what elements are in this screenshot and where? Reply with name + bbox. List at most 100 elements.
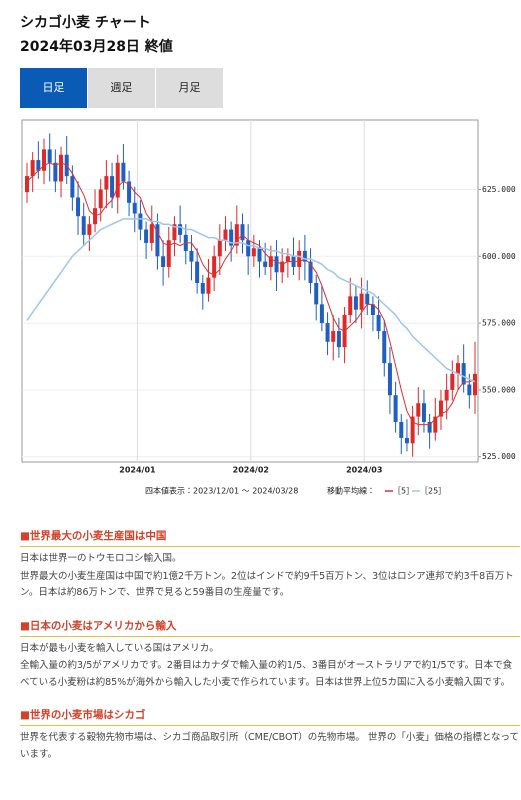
page-title: シカゴ小麦 チャート — [20, 15, 151, 31]
candle-body — [280, 261, 285, 273]
candle-body — [42, 149, 47, 171]
x-tick-label: 2024/02 — [233, 466, 269, 475]
range-label: 四本値表示：2023/12/01 ～ 2024/03/28 — [145, 486, 298, 496]
sections: ■世界最大の小麦生産国は中国日本は世界一のトウモロコシ輸入国。世界最大の小麦生産… — [20, 528, 520, 779]
candle-body — [172, 224, 177, 241]
candle-body — [382, 331, 387, 364]
section-text: 世界最大の小麦生産国は中国で約1億2千万トン。2位はインドで約9千5百万トン、3… — [20, 570, 514, 599]
legend-label: 移動平均線： — [327, 486, 375, 496]
tab-bar: 日足 週足 月足 — [20, 68, 224, 108]
section-heading: ■日本の小麦はアメリカから輸入 — [20, 618, 520, 637]
tab[interactable]: 月足 — [156, 68, 223, 108]
section: ■世界の小麦市場はシカゴ世界を代表する穀物先物市場は、シカゴ商品取引所（CME/… — [20, 707, 520, 763]
candle-body — [427, 421, 432, 433]
candle-body — [144, 229, 149, 243]
candle-body — [200, 282, 205, 294]
candle-body — [359, 293, 364, 310]
candle-body — [399, 421, 404, 438]
candle-body — [53, 162, 58, 182]
candle-body — [229, 229, 234, 246]
candle-body — [370, 304, 375, 316]
candle-body — [149, 224, 154, 243]
section-text: 日本は世界一のトウモロコシ輸入国。 — [20, 553, 182, 564]
candle-body — [121, 162, 126, 182]
moving-average-line — [26, 162, 476, 426]
candle-body — [115, 162, 120, 198]
candle-body — [251, 248, 256, 257]
candle-body — [217, 240, 222, 257]
candle-body — [70, 176, 75, 198]
candle-body — [467, 384, 472, 396]
candle-body — [138, 213, 143, 230]
candle-body — [410, 416, 415, 444]
candle-body — [223, 229, 228, 241]
section: ■日本の小麦はアメリカから輸入日本が最も小麦を輸入している国はアメリカ。全輸入量… — [20, 618, 520, 692]
x-tick-label: 2024/01 — [119, 466, 156, 475]
candle-body — [331, 331, 336, 342]
candle-body — [348, 296, 353, 316]
candle-body — [319, 304, 324, 324]
candle-body — [47, 149, 52, 163]
candle-body — [325, 323, 330, 342]
candle-body — [455, 363, 460, 374]
section-text: 世界を代表する穀物先物市場は、シカゴ商品取引所（CME/CBOT）の先物市場。 … — [20, 732, 520, 760]
candle-body — [76, 197, 81, 217]
tab[interactable]: 日足 — [20, 68, 87, 108]
candle-body — [25, 176, 29, 193]
plot-frame — [21, 119, 479, 463]
candle-body — [161, 256, 166, 267]
candle-body — [404, 437, 409, 444]
section-text: 全輸入量の約3/5がアメリカです。2番目はカナダで輸入量の約1/5、3番目がオー… — [20, 660, 513, 688]
y-tick-label: 600.000 — [482, 252, 516, 261]
candle-body — [387, 363, 392, 396]
candle-body — [268, 256, 273, 267]
candle-body — [206, 277, 211, 294]
candle-body — [473, 373, 477, 396]
section: ■世界最大の小麦生産国は中国日本は世界一のトウモロコシ輸入国。世界最大の小麦生産… — [20, 528, 520, 602]
candle-body — [87, 224, 92, 235]
candle-body — [461, 363, 466, 385]
candle-body — [240, 224, 245, 241]
y-tick-label: 625.000 — [482, 185, 516, 194]
candle-body — [178, 224, 183, 235]
candle-body — [234, 224, 239, 246]
y-tick-label: 575.000 — [482, 319, 516, 328]
candle-body — [336, 331, 341, 348]
page-subtitle: 2024年03月28日 終値 — [20, 39, 173, 55]
candle-body — [155, 224, 160, 257]
candle-body — [36, 160, 41, 171]
candle-body — [195, 261, 200, 283]
candle-body — [308, 261, 313, 283]
candle-body — [438, 400, 443, 417]
section-heading: ■世界の小麦市場はシカゴ — [20, 707, 520, 726]
candle-body — [416, 403, 421, 417]
candle-body — [98, 189, 103, 209]
section-text: 日本が最も小麦を輸入している国はアメリカ。 — [20, 642, 219, 654]
tab[interactable]: 週足 — [88, 68, 155, 108]
candle-body — [285, 256, 290, 262]
candle-body — [166, 240, 171, 267]
candle-body — [110, 176, 115, 198]
candle-body — [81, 216, 86, 235]
moving-average-line — [26, 218, 476, 383]
candle-body — [246, 240, 251, 257]
candle-body — [365, 293, 370, 305]
candle-body — [127, 181, 132, 203]
candle-body — [263, 261, 268, 267]
candle-body — [297, 250, 302, 267]
candle-body — [353, 296, 358, 310]
candle-body — [59, 154, 64, 182]
y-tick-label: 550.000 — [482, 385, 516, 394]
candle-body — [433, 416, 438, 433]
section-heading: ■世界最大の小麦生産国は中国 — [20, 528, 520, 547]
candle-body — [212, 256, 217, 278]
candle-body — [376, 315, 381, 332]
candle-body — [393, 395, 398, 422]
x-tick-label: 2024/03 — [346, 466, 382, 475]
candle-body — [30, 160, 35, 177]
candle-body — [450, 373, 455, 390]
candle-body — [314, 282, 319, 305]
candle-body — [421, 403, 426, 422]
candle-body — [104, 176, 109, 190]
